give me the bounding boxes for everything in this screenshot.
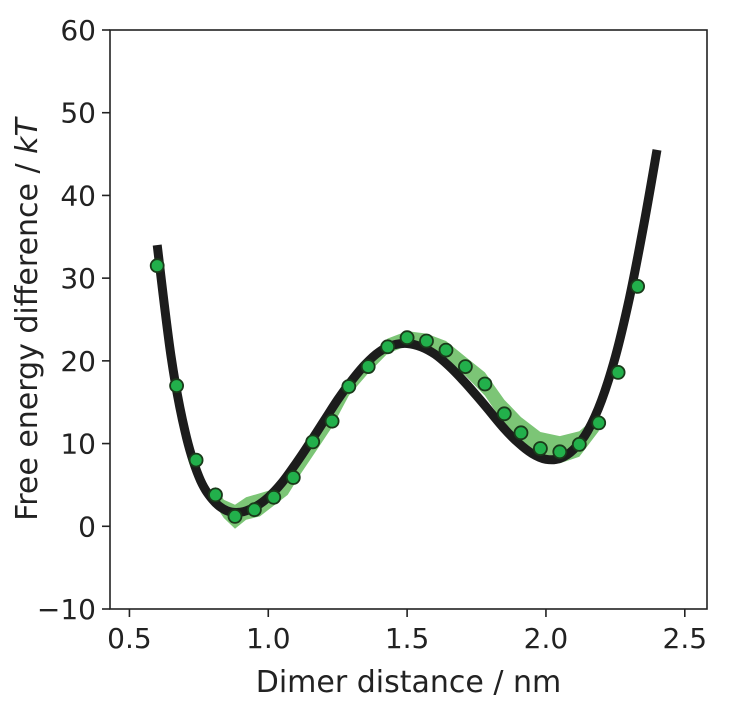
data-point [380,339,396,355]
data-point [246,502,262,518]
y-tick-label: 20 [60,345,96,378]
data-point [399,330,415,346]
data-point [630,278,645,294]
data-point [285,470,301,485]
x-tick-label: 2.5 [663,622,708,655]
data-point [305,434,321,450]
y-tick-label: 10 [60,428,96,461]
y-tick-label: 40 [60,179,96,212]
x-tick-label: 2.0 [524,622,569,655]
x-axis-label: Dimer distance / nm [256,665,562,700]
y-axis-label-unit: kT [10,115,45,153]
data-point [457,359,473,375]
data-point [341,379,357,394]
x-tick-label: 0.5 [107,622,152,655]
x-axis: 0.5 1.0 1.5 2.0 2.5 [107,609,707,655]
data-point [324,413,340,429]
data-point [610,364,626,380]
y-tick-label: 60 [60,14,96,47]
data-point [227,509,243,524]
y-axis-label: Free energy difference / kT [10,115,45,520]
data-point [591,415,607,431]
data-point [552,444,568,460]
x-tick-label: 1.0 [246,622,291,655]
plot-frame [109,29,708,610]
y-axis-label-text: Free energy difference / [10,154,45,521]
data-point [513,425,529,441]
data-point [188,452,204,468]
data-point [266,489,282,505]
data-point [169,378,185,394]
data-point [149,258,165,274]
data-points-layer [149,258,645,524]
data-point [477,376,493,392]
y-tick-label: 50 [60,97,96,130]
y-axis: −10 0 10 20 30 40 50 60 [37,14,110,626]
data-point [208,487,223,503]
y-tick-label: 0 [78,510,96,543]
x-tick-label: 1.5 [385,622,430,655]
data-point [571,436,587,452]
data-point [419,333,434,349]
data-point [533,441,548,456]
data-point [496,406,512,422]
data-point [438,342,454,358]
y-tick-label: −10 [37,593,96,626]
data-point [360,359,376,375]
y-tick-label: 30 [60,262,96,295]
